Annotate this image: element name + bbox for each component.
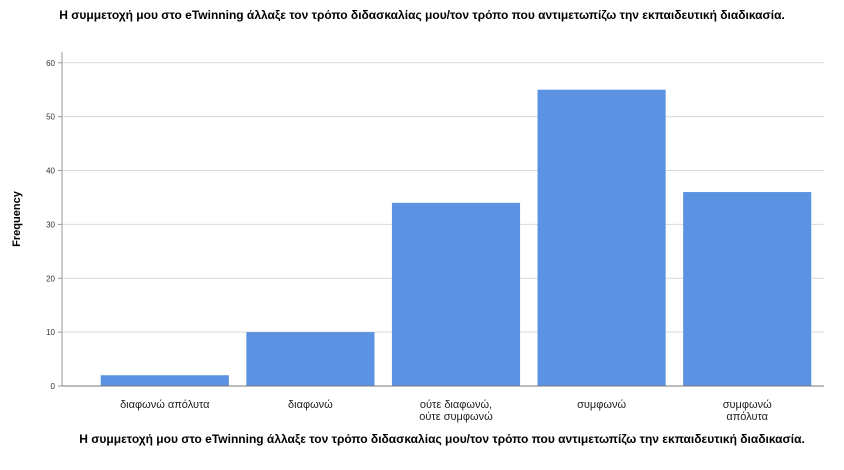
y-tick-label: 10 <box>46 328 55 337</box>
y-tick-label: 0 <box>51 382 56 391</box>
bar <box>100 375 229 386</box>
y-tick-label: 20 <box>46 274 55 283</box>
y-tick-label: 50 <box>46 113 55 122</box>
x-axis-categories: διαφωνώ απόλυτα διαφωνώ ούτε διαφωνώ,ούτε … <box>120 399 772 423</box>
chart-title: Η συμμετοχή μου στο eTwinning άλλαξε τον… <box>59 8 785 22</box>
x-tick-label: συμφωνώ <box>723 399 772 411</box>
x-axis-title: Η συμμετοχή μου στο eTwinning άλλαξε τον… <box>79 432 805 446</box>
x-tick-label: συμφωνώ <box>577 399 626 411</box>
bars <box>100 89 812 386</box>
y-axis-label: Frequency <box>11 190 23 247</box>
x-tick-label: ούτε διαφωνώ, <box>420 399 492 411</box>
x-tick-label: διαφωνώ απόλυτα <box>120 399 210 411</box>
bar <box>246 332 375 386</box>
y-tick-label: 40 <box>46 167 55 176</box>
y-tick-label: 30 <box>46 220 55 229</box>
x-tick-label: διαφωνώ <box>288 399 333 411</box>
y-tick-label: 60 <box>46 59 55 68</box>
y-axis-ticks: 0 10 20 30 40 50 60 <box>46 59 62 391</box>
bar <box>537 89 666 386</box>
bar <box>683 192 812 386</box>
bar <box>391 202 521 386</box>
x-tick-label: ούτε συμφωνώ <box>419 411 493 423</box>
x-tick-label: απόλυτα <box>726 411 768 423</box>
